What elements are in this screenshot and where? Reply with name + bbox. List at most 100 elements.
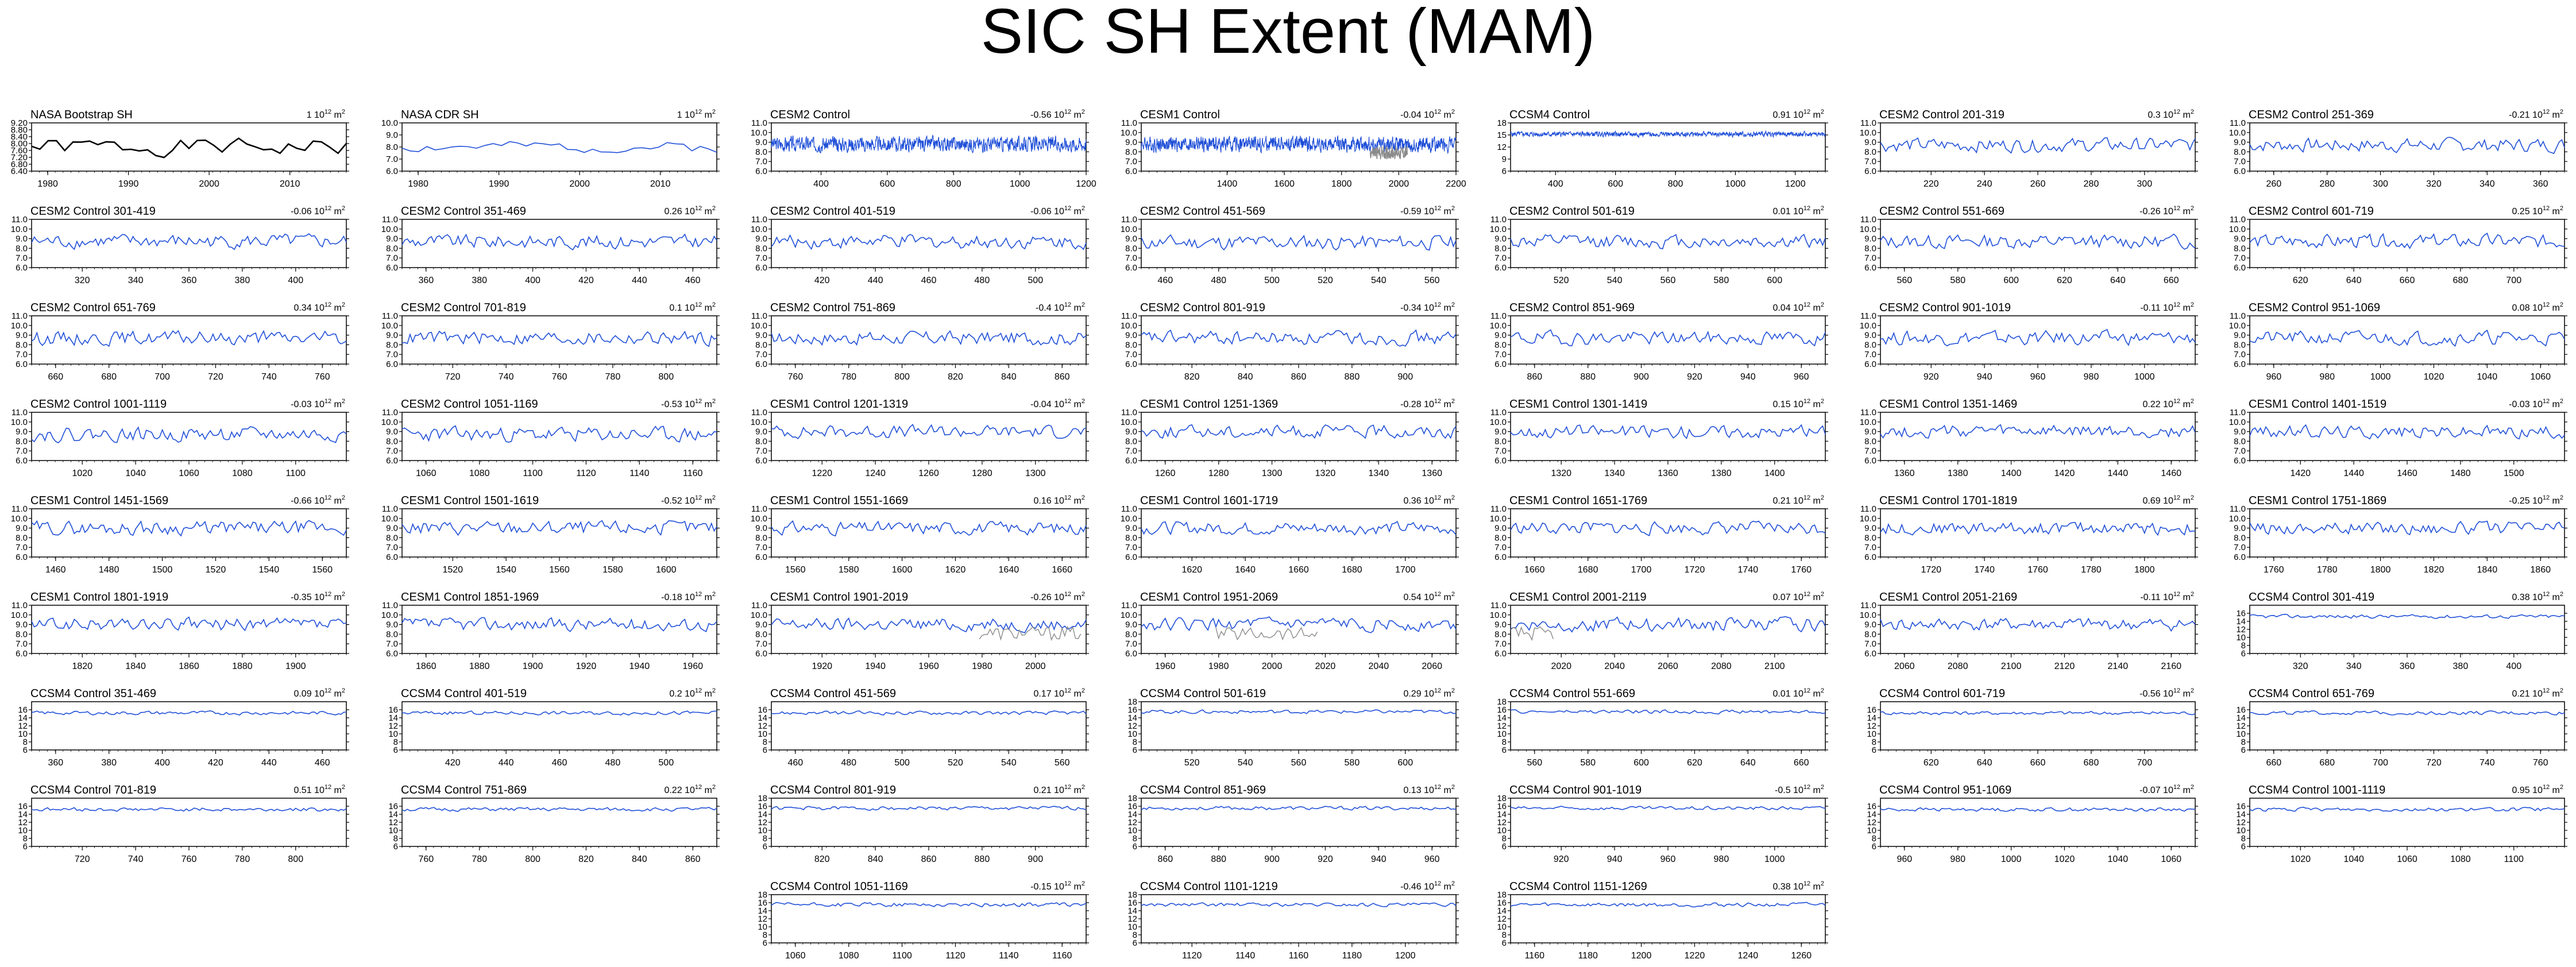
x-tick-label: 1700: [1395, 565, 1416, 575]
x-tick-label: 880: [1580, 372, 1596, 382]
x-tick-label: 900: [1264, 854, 1280, 864]
y-tick-label: 6.0: [386, 263, 398, 273]
y-tick-label: 8.0: [1125, 533, 1137, 543]
panel-31: CESM1 Control 1601-1719 0.36 1012 m2 6.07.…: [1121, 494, 1459, 575]
y-tick-label: 11.0: [751, 311, 767, 321]
x-tick-label: 600: [1397, 758, 1413, 768]
x-tick-label: 1990: [118, 179, 139, 189]
x-tick-label: 920: [1687, 372, 1702, 382]
y-tick-label: 11.0: [382, 311, 398, 321]
x-tick-label: 2080: [1711, 662, 1732, 671]
y-tick-label: 14: [18, 810, 28, 819]
x-tick-label: 1540: [259, 565, 280, 575]
y-tick-label: 9.0: [1494, 427, 1507, 437]
y-tick-label: 9.0: [2234, 331, 2246, 341]
panel-19: CESM2 Control 901-1019 -0.11 1012 m2 6.07.…: [1860, 301, 2198, 382]
y-tick-label: 11.0: [751, 215, 767, 225]
panel-title: CESM1 Control 1801-1919: [30, 591, 168, 604]
y-tick-label: 10.0: [751, 321, 767, 331]
y-tick-label: 8: [2241, 737, 2246, 747]
x-tick-label: 600: [2003, 276, 2019, 285]
y-tick-label: 11.0: [1860, 504, 1876, 514]
y-tick-label: 9.0: [2234, 234, 2246, 244]
x-tick-label: 340: [128, 276, 144, 285]
y-tick-label: 12: [1127, 914, 1137, 924]
panel-9: CESM2 Control 401-519 -0.06 1012 m2 6.07.0…: [751, 205, 1089, 285]
series-line: [401, 330, 717, 347]
plot-frame: [771, 219, 1087, 268]
x-tick-label: 2060: [1422, 662, 1442, 671]
y-tick-label: 7.0: [1125, 157, 1137, 167]
x-tick-label: 420: [208, 758, 223, 768]
panel-trend: -0.11 1012 m2: [2140, 591, 2194, 602]
panel-6: CESM2 Control 251-369 -0.21 1012 m2 6.07.0…: [2229, 109, 2567, 189]
x-tick-label: 1600: [892, 565, 913, 575]
y-tick-label: 7.0: [755, 350, 767, 359]
plot-frame: [31, 219, 347, 268]
y-tick-label: 10: [2236, 729, 2246, 739]
x-tick-label: 780: [841, 372, 856, 382]
y-tick-label: 8.0: [386, 533, 398, 543]
y-tick-label: 11.0: [11, 504, 28, 514]
x-tick-label: 1460: [45, 565, 66, 575]
plot-frame: [401, 798, 717, 847]
y-tick-label: 8.0: [386, 340, 398, 350]
x-tick-label: 1680: [1342, 565, 1362, 575]
y-tick-label: 12: [388, 721, 398, 731]
x-tick-label: 1400: [1217, 179, 1238, 189]
panel-50: CCSM4 Control 751-869 0.22 1012 m26810121…: [388, 784, 720, 864]
x-tick-label: 2060: [1894, 662, 1915, 671]
y-tick-label: 8.0: [755, 243, 767, 253]
y-tick-label: 11.0: [382, 408, 398, 417]
x-tick-label: 1240: [1738, 951, 1759, 961]
plot-frame: [771, 798, 1087, 847]
y-tick-label: 7.0: [755, 639, 767, 649]
panel-4: CCSM4 Control 0.91 1012 m2 6 9 12 15 18 400 600 8…: [1497, 109, 1828, 189]
panel-trend: 0.21 1012 m2: [2512, 687, 2563, 699]
x-tick-label: 1420: [2054, 469, 2075, 478]
x-tick-label: 600: [1767, 276, 1782, 285]
y-tick-label: 10: [388, 826, 398, 836]
series-line: [2249, 710, 2565, 715]
x-tick-label: 820: [948, 372, 963, 382]
series-line: [401, 425, 717, 443]
y-tick-label: 9.0: [1125, 234, 1137, 244]
x-tick-label: 1920: [576, 662, 597, 671]
series-line: [1141, 424, 1457, 439]
panel-trend: 0.36 1012 m2: [1403, 494, 1455, 506]
plot-frame: [1510, 701, 1826, 751]
y-tick-label: 9.0: [16, 427, 28, 437]
panel-2: CESM2 Control -0.56 1012 m26.07.08.09.010…: [751, 109, 1096, 189]
plot-frame: [31, 701, 347, 751]
y-tick-label: 8.0: [1125, 436, 1137, 446]
x-tick-label: 1020: [2424, 372, 2444, 382]
x-tick-label: 360: [48, 758, 63, 768]
x-tick-label: 1120: [576, 469, 596, 478]
y-tick-label: 11.0: [1121, 601, 1137, 610]
y-tick-label: 10: [758, 826, 767, 836]
y-tick-label: 10.0: [1490, 514, 1507, 524]
series-line: [1510, 234, 1826, 250]
y-tick-label: 10.0: [1860, 128, 1876, 138]
y-tick-label: 8.0: [1125, 340, 1137, 350]
x-tick-label: 580: [1950, 276, 1965, 285]
y-tick-label: 6: [393, 745, 398, 755]
y-tick-label: 9.0: [1864, 138, 1876, 148]
y-tick-label: 9.0: [386, 427, 398, 437]
y-tick-label: 7.0: [2234, 543, 2246, 552]
y-tick-label: 7.0: [2234, 350, 2246, 359]
y-tick-label: 11.0: [11, 215, 28, 225]
y-tick-label: 7.0: [1494, 543, 1507, 552]
y-tick-label: 12: [758, 914, 767, 924]
y-tick-label: 8: [1133, 834, 1137, 844]
y-tick-label: 8.0: [755, 147, 767, 157]
x-tick-label: 2160: [2161, 662, 2181, 671]
x-tick-label: 660: [48, 372, 63, 382]
panel-title: CESM1 Control 1251-1369: [1140, 398, 1278, 411]
x-tick-label: 1000: [1010, 179, 1030, 189]
y-tick-label: 12: [18, 818, 28, 827]
y-tick-label: 8.0: [1494, 629, 1507, 639]
y-tick-label: 16: [2236, 705, 2246, 715]
panel-0: NASA Bootstrap SH 1 1012 m2 6.406.807.207.…: [11, 109, 349, 189]
x-tick-label: 720: [208, 372, 223, 382]
